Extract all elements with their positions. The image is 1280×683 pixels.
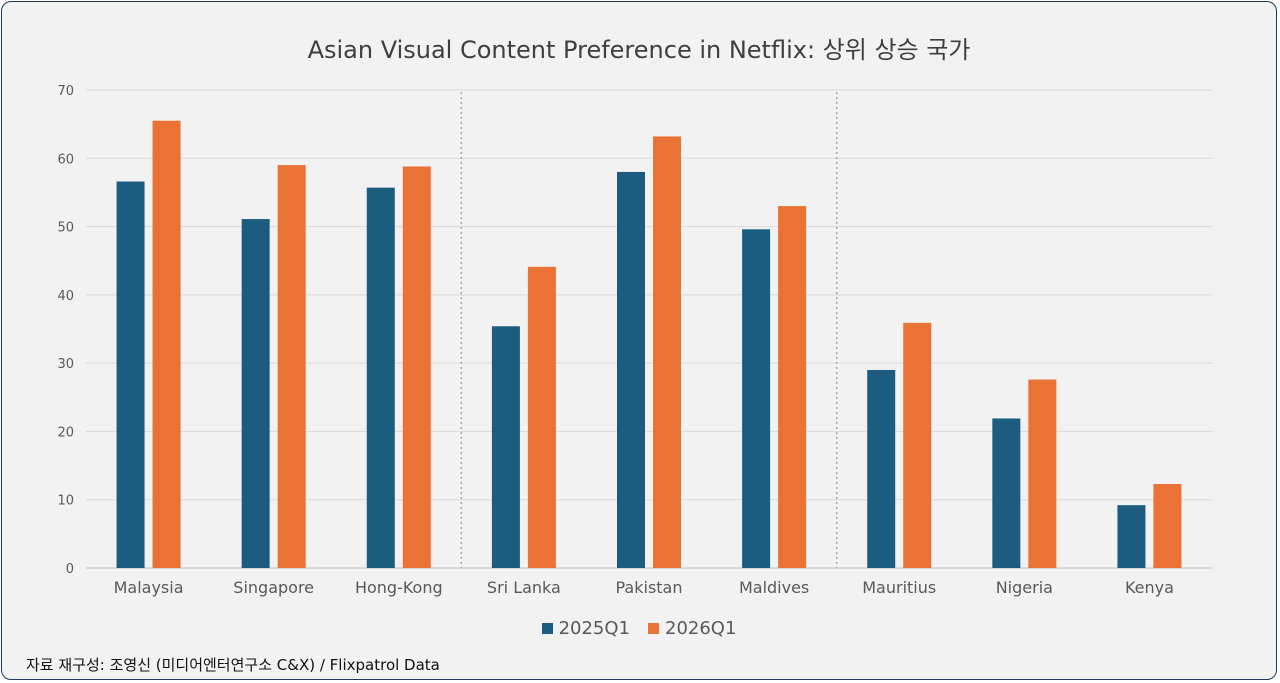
x-tick-label-maldives: Maldives xyxy=(739,578,809,597)
bar-2025q1-singapore xyxy=(241,219,270,568)
bar-2025q1-mauritius xyxy=(867,369,896,568)
legend-item-2025q1: 2025Q1 xyxy=(541,618,630,639)
bar-2025q1-maldives xyxy=(742,229,771,568)
x-tick-label-nigeria: Nigeria xyxy=(996,578,1053,597)
x-tick-label-mauritius: Mauritius xyxy=(862,578,936,597)
bar-2026q1-sri-lanka xyxy=(527,266,556,568)
chart-title: Asian Visual Content Preference in Netfl… xyxy=(307,36,971,64)
y-tick-label-40: 40 xyxy=(57,289,74,304)
x-tick-label-pakistan: Pakistan xyxy=(616,578,683,597)
bar-2026q1-malaysia xyxy=(152,120,181,568)
bar-2025q1-malaysia xyxy=(116,181,145,568)
bar-2026q1-singapore xyxy=(277,165,306,568)
bars xyxy=(116,120,1182,569)
bar-2026q1-hong-kong xyxy=(402,166,431,569)
y-tick-label-20: 20 xyxy=(57,425,74,440)
y-tick-label-30: 30 xyxy=(57,357,74,372)
legend-label-2026q1: 2026Q1 xyxy=(665,618,737,639)
gridlines xyxy=(86,89,1212,569)
bar-2026q1-kenya xyxy=(1153,484,1182,568)
legend-swatch-2026q1 xyxy=(648,623,659,634)
y-tick-label-0: 0 xyxy=(66,562,74,577)
bar-2025q1-nigeria xyxy=(992,418,1021,568)
x-tick-label-hong-kong: Hong-Kong xyxy=(355,578,443,597)
bar-2026q1-maldives xyxy=(778,206,807,569)
y-tick-label-10: 10 xyxy=(57,494,74,509)
y-tick-label-60: 60 xyxy=(57,152,74,167)
bar-2025q1-sri-lanka xyxy=(491,326,520,568)
bar-2025q1-hong-kong xyxy=(366,187,395,569)
x-tick-label-sri-lanka: Sri Lanka xyxy=(487,578,561,597)
bar-2026q1-pakistan xyxy=(653,136,681,569)
legend-swatch-2025q1 xyxy=(541,623,553,634)
bar-2025q1-pakistan xyxy=(617,171,645,568)
legend-item-2026q1: 2026Q1 xyxy=(648,618,736,639)
bar-2026q1-mauritius xyxy=(903,322,932,568)
legend-label-2025q1: 2025Q1 xyxy=(558,618,630,639)
group-separators xyxy=(460,92,838,568)
x-tick-label-kenya: Kenya xyxy=(1125,578,1174,597)
bar-2025q1-kenya xyxy=(1117,505,1146,568)
x-tick-label-malaysia: Malaysia xyxy=(114,578,184,597)
y-tick-label-70: 70 xyxy=(57,84,74,99)
bar-2026q1-nigeria xyxy=(1028,379,1057,568)
source-note: 자료 재구성: 조영신 (미디어엔터연구소 C&X) / Flixpatrol … xyxy=(26,656,440,674)
y-axis-ticks: 0 10 20 30 40 50 60 70 xyxy=(57,84,74,577)
legend: 2025Q1 2026Q1 xyxy=(2,618,1276,639)
x-axis-labels: Malaysia Singapore Hong-Kong Sri Lanka Pakis… xyxy=(114,578,1174,597)
x-tick-label-singapore: Singapore xyxy=(233,578,314,597)
y-tick-label-50: 50 xyxy=(57,221,74,236)
